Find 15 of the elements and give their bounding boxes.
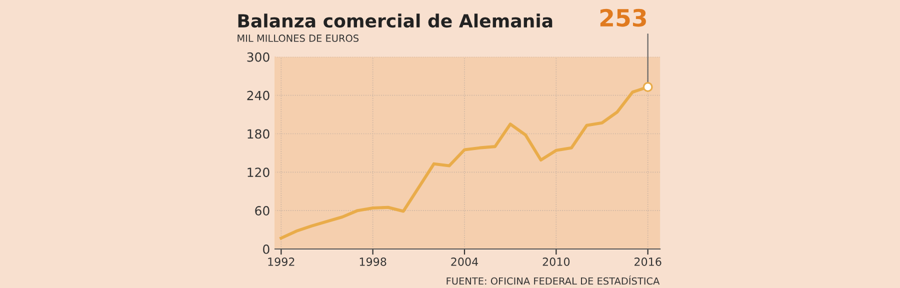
y-tick-label: 240 (247, 90, 270, 100)
y-tick-label: 60 (255, 206, 270, 216)
y-tick-label: 300 (247, 52, 270, 62)
annotation: 253 (600, 8, 646, 27)
y-tick-label: 0 (263, 244, 270, 254)
chart-subtitle: MIL MILLONES DE EUROS (238, 34, 359, 42)
x-tick-label: 2010 (542, 258, 570, 266)
y-tick-label: 120 (248, 168, 270, 178)
x-tick-label: 1992 (268, 258, 294, 266)
source-note: FUENTE: OFICINA FEDERAL DE ESTADÍSTICA (446, 276, 660, 285)
x-tick-label: 1998 (360, 258, 386, 266)
y-tick-label: 180 (248, 129, 270, 139)
x-tick-label: 2004 (451, 258, 478, 266)
chart-title: Balanza comercial de Alemania (238, 14, 552, 28)
x-tick-label: 2016 (634, 258, 662, 266)
